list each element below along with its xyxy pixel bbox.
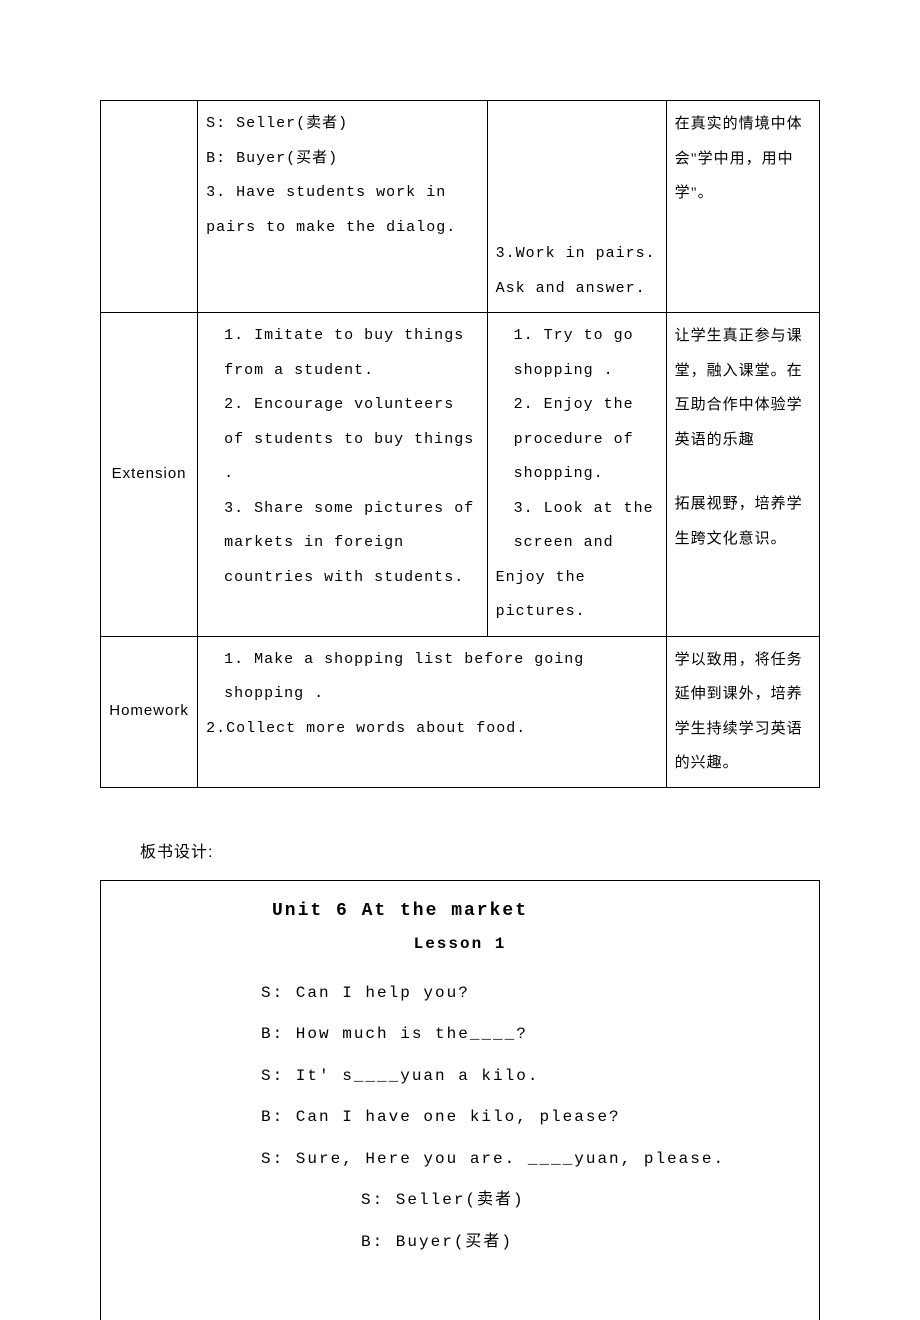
teacher-activity-cell: S: Seller(卖者) B: Buyer(买者) 3. Have stude… bbox=[198, 101, 487, 313]
cell-text: Enjoy the pictures. bbox=[496, 569, 586, 621]
purpose-cell: 让学生真正参与课堂，融入课堂。在互助合作中体验学英语的乐趣 拓展视野，培养学生跨… bbox=[666, 313, 819, 637]
board-line: B: Can I have one kilo, please? bbox=[131, 1097, 789, 1139]
cell-text: 2. Encourage volunteers of students to b… bbox=[206, 388, 478, 492]
board-design-label: 板书设计: bbox=[140, 838, 820, 862]
cell-text: 2. Enjoy the procedure of shopping. bbox=[496, 388, 658, 492]
cell-text: 1. Make a shopping list before going sho… bbox=[206, 643, 657, 712]
student-activity-cell: 1. Try to go shopping . 2. Enjoy the pro… bbox=[487, 313, 666, 637]
cell-text: 让学生真正参与课堂，融入课堂。在互助合作中体验学英语的乐趣 bbox=[675, 319, 811, 457]
student-activity-cell: 3.Work in pairs. Ask and answer. bbox=[487, 101, 666, 313]
stage-cell-extension: Extension bbox=[101, 313, 198, 637]
board-line: S: Can I help you? bbox=[131, 973, 789, 1015]
board-line: B: Buyer(买者) bbox=[131, 1222, 789, 1264]
cell-text: 3.Work in pairs. Ask and answer. bbox=[496, 237, 658, 306]
lesson-plan-table: S: Seller(卖者) B: Buyer(买者) 3. Have stude… bbox=[100, 100, 820, 788]
cell-text: 在真实的情境中体会"学中用，用中学"。 bbox=[675, 107, 811, 211]
stage-cell-homework: Homework bbox=[101, 636, 198, 787]
board-line: S: It' s____yuan a kilo. bbox=[131, 1056, 789, 1098]
cell-text: S: Seller(卖者) bbox=[206, 107, 478, 142]
board-line: S: Sure, Here you are. ____yuan, please. bbox=[131, 1139, 789, 1181]
spacer bbox=[675, 457, 811, 487]
document-page: S: Seller(卖者) B: Buyer(买者) 3. Have stude… bbox=[0, 0, 920, 1302]
spacer bbox=[496, 107, 658, 237]
stage-label: Homework bbox=[109, 702, 189, 719]
cell-text: 1. Try to go shopping . bbox=[496, 319, 658, 388]
stage-cell-empty bbox=[101, 101, 198, 313]
stage-label: Extension bbox=[112, 465, 187, 482]
cell-text: 学以致用，将任务延伸到课外，培养学生持续学习英语的兴趣。 bbox=[675, 643, 811, 781]
board-line: B: How much is the____? bbox=[131, 1014, 789, 1056]
cell-text: 3. Have students work in pairs to make t… bbox=[206, 176, 478, 245]
board-subtitle: Lesson 1 bbox=[131, 935, 789, 953]
homework-cell: 1. Make a shopping list before going sho… bbox=[198, 636, 666, 787]
board-design-box: Unit 6 At the market Lesson 1 S: Can I h… bbox=[100, 880, 820, 1320]
purpose-cell: 学以致用，将任务延伸到课外，培养学生持续学习英语的兴趣。 bbox=[666, 636, 819, 787]
cell-text: 3. Look at the screen and bbox=[496, 492, 658, 561]
board-title: Unit 6 At the market bbox=[131, 901, 789, 921]
cell-text: 3. Share some pictures of markets in for… bbox=[206, 492, 478, 596]
teacher-activity-cell: 1. Imitate to buy things from a student.… bbox=[198, 313, 487, 637]
cell-text: 1. Imitate to buy things from a student. bbox=[206, 319, 478, 388]
table-row: Homework 1. Make a shopping list before … bbox=[101, 636, 820, 787]
cell-text: B: Buyer(买者) bbox=[206, 142, 478, 177]
board-line: S: Seller(卖者) bbox=[131, 1180, 789, 1222]
cell-text: 拓展视野，培养学生跨文化意识。 bbox=[675, 487, 811, 556]
table-row: S: Seller(卖者) B: Buyer(买者) 3. Have stude… bbox=[101, 101, 820, 313]
table-row: Extension 1. Imitate to buy things from … bbox=[101, 313, 820, 637]
purpose-cell: 在真实的情境中体会"学中用，用中学"。 bbox=[666, 101, 819, 313]
cell-text: 2.Collect more words about food. bbox=[206, 720, 526, 737]
